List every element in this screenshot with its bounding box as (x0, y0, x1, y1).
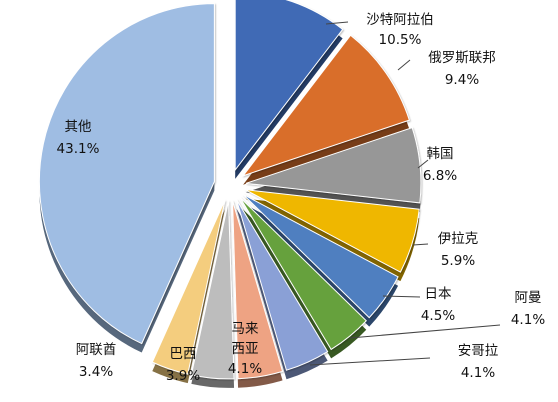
slice-value-2: 6.8% (423, 168, 457, 184)
leader-line-4 (382, 295, 421, 298)
slice-face-3 (245, 189, 420, 273)
leader-line-6 (309, 357, 431, 366)
slice-value-8: 3.9% (166, 368, 200, 384)
slice-value-0: 10.5% (379, 32, 422, 48)
slice-0 (234, 0, 344, 179)
slice-10 (38, 3, 215, 353)
leader-line-1 (397, 59, 411, 71)
leader-line-2 (417, 159, 429, 169)
slice-5 (239, 197, 367, 359)
slice-face-6 (236, 199, 329, 371)
slice-face-5 (239, 197, 367, 351)
pie-slices (38, 0, 422, 388)
slice-label-7: 马来 (232, 321, 259, 337)
slice-9 (151, 199, 226, 384)
leader-lines (309, 21, 501, 366)
slice-1 (241, 34, 410, 185)
slice-label-10: 其他 (65, 119, 92, 135)
slice-label-0: 沙特阿拉伯 (366, 12, 434, 28)
slice-8 (190, 200, 235, 388)
slice-face-2 (245, 127, 422, 204)
slice-face-1 (241, 34, 410, 177)
slice-label-2: 韩国 (427, 146, 454, 162)
slice-value-9: 3.4% (79, 364, 113, 380)
slice-value-3: 5.9% (441, 253, 475, 269)
slice-label-4: 日本 (425, 286, 452, 302)
slice-label-3: 伊拉克 (438, 231, 479, 247)
slice-value-6: 4.1% (461, 365, 495, 381)
slice-2 (245, 127, 422, 212)
slice-labels: 沙特阿拉伯 10.5% 俄罗斯联邦 9.4% 韩国 6.8% 伊拉克 5.9% 日本 4.5% 阿曼… (57, 12, 546, 384)
slice-face-9 (151, 199, 226, 375)
slice-6 (236, 199, 329, 380)
slice-face-4 (242, 193, 399, 319)
leader-line-5 (349, 324, 501, 339)
slice-face-8 (190, 200, 235, 380)
slice-face-0 (234, 0, 344, 172)
leader-line-3 (412, 243, 429, 246)
slice-label-7-line2: 西亚 (232, 341, 259, 357)
leader-line-0 (325, 21, 349, 25)
slice-label-6: 安哥拉 (458, 343, 499, 359)
slice-face-10 (38, 3, 215, 345)
slice-label-1: 俄罗斯联邦 (428, 50, 496, 66)
slice-value-10: 43.1% (57, 141, 100, 157)
slice-label-5: 阿曼 (515, 290, 542, 306)
slice-value-5: 4.1% (511, 312, 545, 328)
slice-value-7: 4.1% (228, 361, 262, 377)
slice-value-1: 9.4% (445, 72, 479, 88)
slice-label-9: 阿联酋 (76, 341, 117, 358)
slice-7 (232, 200, 284, 388)
slice-label-8: 巴西 (170, 346, 197, 362)
slice-4 (242, 193, 399, 327)
slice-face-7 (232, 200, 284, 380)
slice-value-4: 4.5% (421, 308, 455, 324)
